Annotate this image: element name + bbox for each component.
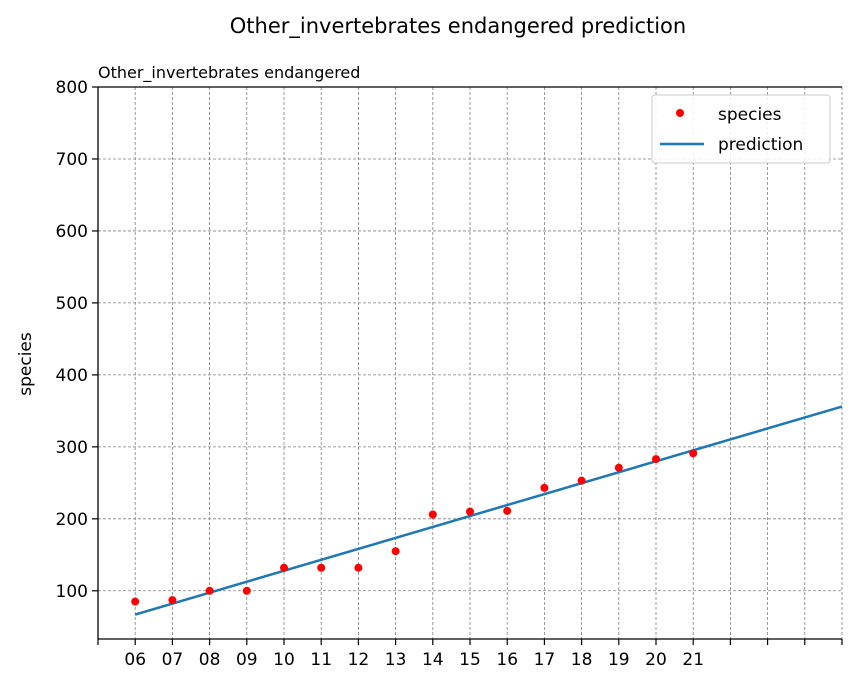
species-point	[205, 586, 214, 595]
species-point	[466, 507, 474, 516]
x-tick-label: 18	[571, 650, 593, 670]
species-point	[577, 476, 586, 485]
axes-subtitle: Other_invertebrates endangered	[98, 63, 360, 83]
x-tick-label: 10	[273, 650, 295, 670]
x-tick-label: 13	[385, 650, 407, 670]
x-tick-label: 08	[199, 650, 221, 670]
plot-area	[131, 405, 843, 616]
x-tick-label: 20	[645, 650, 667, 670]
x-tick-label: 16	[496, 650, 518, 670]
species-point	[391, 547, 400, 556]
species-point	[242, 586, 251, 595]
species-point	[280, 563, 288, 572]
legend: species prediction	[651, 94, 831, 164]
y-tick-label: 700	[56, 150, 88, 170]
legend-species-label: species	[718, 105, 782, 125]
species-point	[131, 597, 140, 606]
y-tick-label: 400	[56, 366, 88, 386]
legend-box	[651, 94, 831, 164]
x-tick-label: 06	[124, 650, 146, 670]
y-tick-label: 500	[56, 294, 88, 314]
axes: 06 07 08 09 10 11 12 13 14 15 16 17 18 19 20 21 100 200 30…	[56, 78, 843, 670]
species-point	[503, 506, 512, 515]
x-tick-label: 12	[348, 650, 370, 670]
x-tick-label: 21	[682, 650, 704, 670]
x-tick-label: 14	[422, 650, 444, 670]
legend-species-marker	[676, 109, 684, 117]
x-tick-label: 07	[162, 650, 184, 670]
x-tick-label: 11	[310, 650, 332, 670]
species-point	[689, 449, 698, 458]
species-point	[168, 596, 177, 605]
grid	[97, 86, 843, 639]
y-tick-label: 100	[56, 582, 88, 602]
chart-title: Other_invertebrates endangered predictio…	[230, 14, 686, 39]
prediction-line	[134, 405, 843, 616]
x-tick-label: 19	[608, 650, 630, 670]
y-tick-label: 200	[56, 510, 88, 530]
legend-prediction-label: prediction	[718, 135, 803, 155]
species-point	[428, 510, 437, 519]
species-point	[614, 463, 623, 472]
y-tick-label: 300	[56, 438, 88, 458]
species-point	[540, 483, 549, 492]
x-tick-label: 17	[534, 650, 556, 670]
species-point	[652, 455, 660, 464]
x-tick-label: 09	[236, 650, 258, 670]
y-axis-label: species	[16, 332, 36, 396]
y-tick-label: 800	[56, 78, 88, 98]
y-tick-label: 600	[56, 222, 88, 242]
species-point	[354, 563, 363, 572]
species-point	[317, 563, 326, 572]
x-tick-label: 15	[459, 650, 481, 670]
